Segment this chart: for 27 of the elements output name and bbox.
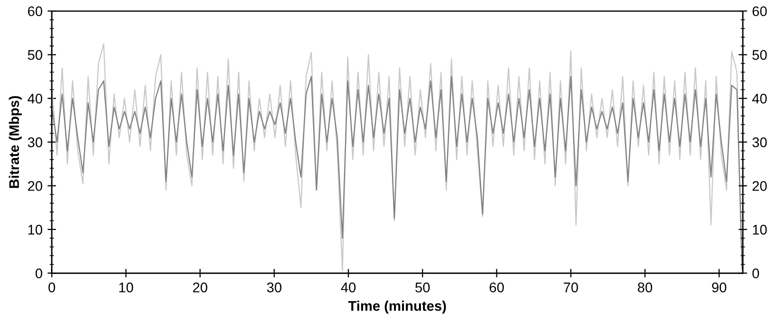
y-axis-title: Bitrate (Mbps) <box>8 96 22 188</box>
x-tick-label: 50 <box>415 282 430 292</box>
x-tick-label: 40 <box>340 282 356 292</box>
y-tick-label: 0 <box>36 268 42 278</box>
y-tick-label: 10 <box>28 224 42 235</box>
x-tick-label: 60 <box>490 282 504 292</box>
y-tick-label: 50 <box>28 50 42 60</box>
y-tick-label: 20 <box>28 181 42 191</box>
x-tick-label: 30 <box>267 282 282 292</box>
y2-tick-label: 60 <box>752 6 767 16</box>
x-tick-label: 20 <box>193 282 208 292</box>
y2-tick-label: 10 <box>752 224 767 235</box>
y2-tick-label: 0 <box>752 268 760 278</box>
x-tick-label: 70 <box>564 282 578 292</box>
y2-tick-label: 50 <box>752 50 767 60</box>
x-tick-label: 90 <box>712 282 726 292</box>
y-tick-label: 30 <box>28 137 42 148</box>
x-axis-title: Time (minutes) <box>348 300 446 314</box>
y2-tick-label: 40 <box>752 94 767 104</box>
x-tick-label: 0 <box>48 282 56 292</box>
y2-tick-label: 20 <box>752 181 767 191</box>
y-tick-label: 60 <box>28 6 42 16</box>
x-tick-label: 10 <box>119 282 134 292</box>
x-tick-label: 80 <box>638 282 652 292</box>
line-series <box>52 76 743 270</box>
y2-tick-label: 30 <box>752 137 767 148</box>
y-tick-label: 40 <box>28 94 42 104</box>
